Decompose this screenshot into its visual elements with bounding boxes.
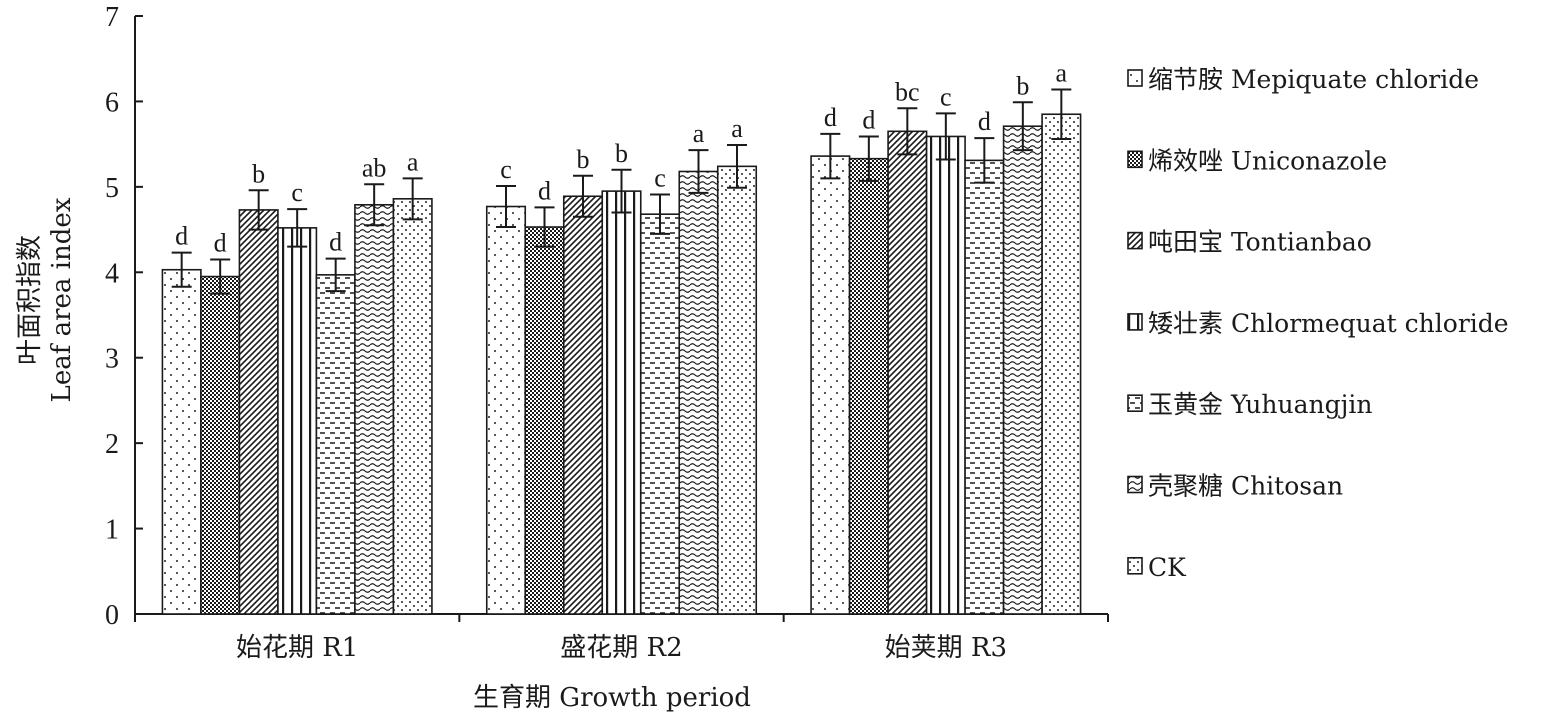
significance-label: d bbox=[862, 105, 875, 134]
y-tick-label: 6 bbox=[105, 87, 119, 118]
x-axis: 始花期 R1 盛花期 R2 始荚期 R3 bbox=[134, 613, 1109, 663]
legend-item: 矮壮素 Chlormequat chloride bbox=[1127, 309, 1509, 338]
y-tick-label: 4 bbox=[105, 258, 119, 289]
significance-label: b bbox=[252, 159, 265, 188]
legend-label: 玉黄金 Yuhuangjin bbox=[1148, 390, 1372, 419]
legend-swatch bbox=[1127, 313, 1143, 331]
legend-swatch bbox=[1127, 150, 1143, 169]
significance-label: d bbox=[329, 228, 342, 257]
bar bbox=[601, 190, 642, 615]
y-tick-label: 5 bbox=[105, 173, 119, 204]
legend-item: CK bbox=[1127, 553, 1187, 582]
x-axis-title: 生育期 Growth period bbox=[473, 683, 751, 713]
significance-label: a bbox=[407, 147, 419, 176]
bar bbox=[678, 170, 719, 615]
significance-label: a bbox=[731, 114, 743, 143]
significance-label: d bbox=[214, 228, 227, 257]
bar bbox=[315, 274, 356, 615]
y-tick-label: 0 bbox=[105, 600, 119, 631]
y-tick-label: 7 bbox=[105, 2, 119, 33]
significance-label: b bbox=[615, 139, 628, 168]
bar bbox=[354, 203, 395, 615]
legend-item: 缩节胺 Mepiquate chloride bbox=[1127, 65, 1479, 94]
legend-item: 吨田宝 Tontianbao bbox=[1127, 228, 1372, 257]
bar bbox=[392, 198, 433, 615]
legend-swatch bbox=[1127, 556, 1143, 575]
legend-label: 壳聚糖 Chitosan bbox=[1148, 472, 1343, 501]
bar-group: cdb bca a bbox=[485, 114, 758, 615]
legend-label: 缩节胺 Mepiquate chloride bbox=[1148, 65, 1479, 94]
bar bbox=[238, 209, 279, 615]
bar bbox=[277, 227, 318, 615]
significance-label: c bbox=[654, 164, 666, 193]
y-axis-title-en: Leaf area index bbox=[47, 197, 77, 402]
legend-label: 烯效唑 Uniconazole bbox=[1148, 146, 1387, 175]
y-tick-label: 2 bbox=[105, 429, 119, 460]
bar bbox=[161, 268, 202, 615]
bar bbox=[562, 195, 604, 615]
x-category-label: 始花期 R1 bbox=[236, 633, 358, 663]
bar bbox=[1002, 125, 1043, 615]
bar bbox=[848, 157, 889, 615]
bar-group: d dbc cdb a bbox=[810, 58, 1082, 615]
significance-label: b bbox=[577, 145, 590, 174]
significance-label: c bbox=[291, 178, 303, 207]
y-axis-title-cn: 叶面积指数 bbox=[15, 235, 45, 365]
legend: 缩节胺 Mepiquate chloride 烯效唑 Uniconazole 吨田宝… bbox=[1127, 65, 1509, 582]
legend-item: 烯效唑 Uniconazole bbox=[1127, 146, 1387, 175]
y-tick-label: 3 bbox=[105, 344, 119, 375]
significance-label: a bbox=[1056, 58, 1068, 87]
bar bbox=[639, 213, 681, 615]
significance-label: a bbox=[693, 119, 705, 148]
legend-swatch bbox=[1127, 394, 1143, 413]
significance-label: d bbox=[538, 176, 551, 205]
significance-label: c bbox=[940, 82, 952, 111]
bar bbox=[200, 275, 241, 615]
significance-label: d bbox=[175, 222, 188, 251]
y-axis-title: 叶面积指数 Leaf area index bbox=[15, 197, 77, 402]
legend-swatch bbox=[1127, 231, 1143, 250]
legend-item: 玉黄金 Yuhuangjin bbox=[1127, 390, 1372, 419]
legend-swatch bbox=[1127, 69, 1143, 87]
bar bbox=[716, 165, 758, 615]
legend-item: 壳聚糖 Chitosan bbox=[1127, 472, 1343, 501]
bar bbox=[810, 155, 851, 615]
x-category-label: 盛花期 R2 bbox=[560, 633, 682, 663]
legend-label: CK bbox=[1148, 553, 1187, 582]
y-tick-label: 1 bbox=[105, 515, 119, 546]
legend-label: 吨田宝 Tontianbao bbox=[1148, 228, 1372, 257]
significance-label: c bbox=[500, 155, 512, 184]
significance-label: ab bbox=[362, 153, 387, 182]
legend-swatch bbox=[1127, 475, 1143, 494]
bar bbox=[524, 226, 565, 615]
y-axis: 0 1 2 3 4 5 6 7 bbox=[105, 2, 143, 631]
significance-label: b bbox=[1016, 71, 1029, 100]
legend-label: 矮壮素 Chlormequat chloride bbox=[1148, 309, 1509, 338]
significance-label: bc bbox=[895, 77, 920, 106]
bar bbox=[964, 159, 1005, 615]
significance-label: d bbox=[978, 107, 991, 136]
significance-label: d bbox=[824, 103, 837, 132]
x-category-label: 始荚期 R3 bbox=[885, 633, 1007, 663]
bar bbox=[925, 135, 966, 615]
bar bbox=[887, 130, 928, 615]
bar bbox=[1041, 113, 1082, 615]
bar bbox=[485, 205, 527, 615]
